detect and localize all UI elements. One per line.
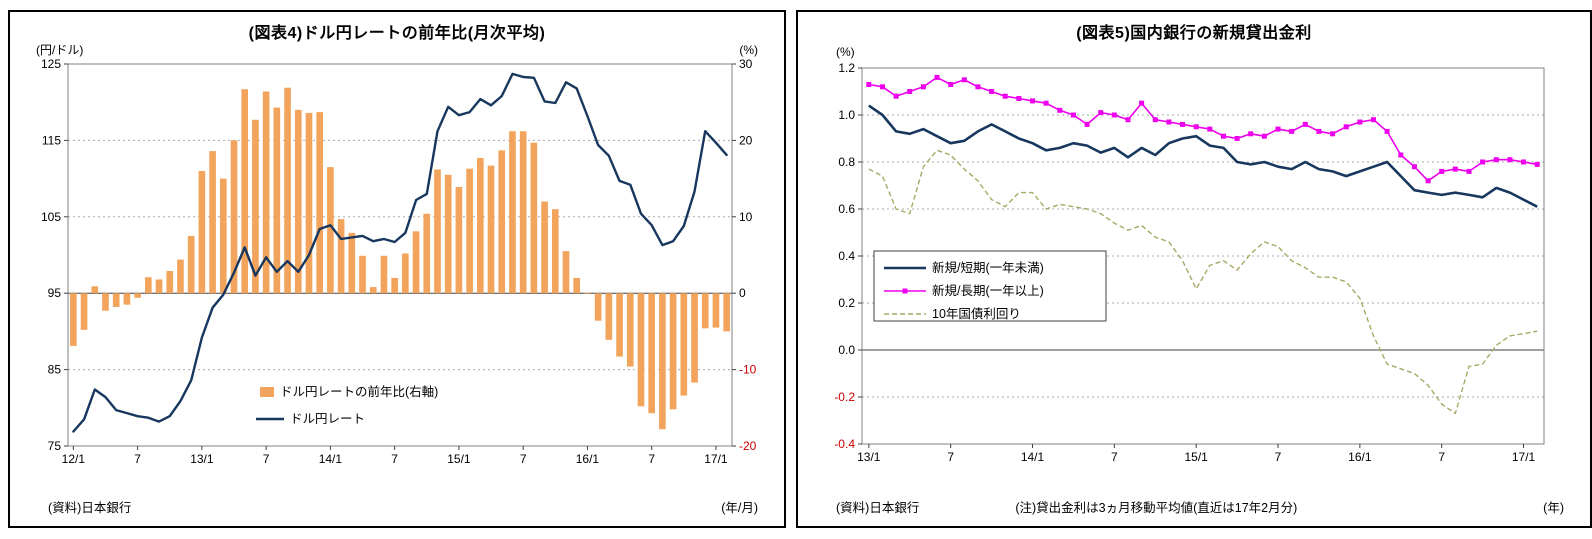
svg-text:0.4: 0.4 bbox=[838, 249, 855, 263]
svg-text:ドル円レート: ドル円レート bbox=[290, 412, 365, 426]
svg-text:20: 20 bbox=[739, 133, 753, 147]
svg-text:新規/短期(一年未満): 新規/短期(一年未満) bbox=[932, 260, 1044, 275]
page: (図表4)ドル円レートの前年比(月次平均) 125 115 105 95 85 75 30 2… bbox=[8, 10, 1592, 528]
fig5-x-axis-unit: (年) bbox=[1543, 501, 1564, 515]
svg-text:1.0: 1.0 bbox=[838, 108, 855, 122]
svg-text:14/1: 14/1 bbox=[1021, 450, 1045, 464]
svg-text:0.6: 0.6 bbox=[838, 202, 855, 216]
svg-text:7: 7 bbox=[134, 452, 141, 466]
svg-text:-0.2: -0.2 bbox=[834, 390, 855, 404]
svg-text:10: 10 bbox=[739, 210, 753, 224]
fig4-x-axis-unit: (年/月) bbox=[721, 501, 758, 515]
long-term-line bbox=[868, 76, 1538, 182]
svg-text:13/1: 13/1 bbox=[190, 452, 214, 466]
svg-text:(%): (%) bbox=[836, 45, 855, 59]
svg-text:0.8: 0.8 bbox=[838, 155, 855, 169]
svg-text:115: 115 bbox=[42, 133, 61, 147]
svg-text:7: 7 bbox=[1275, 450, 1282, 464]
svg-text:(%): (%) bbox=[739, 43, 758, 57]
svg-text:12/1: 12/1 bbox=[62, 452, 86, 466]
svg-text:-20: -20 bbox=[739, 439, 757, 453]
fig4-panel: (図表4)ドル円レートの前年比(月次平均) 125 115 105 95 85 75 30 2… bbox=[8, 10, 786, 528]
jgb-10y-line bbox=[868, 149, 1538, 415]
fig4-title: (図表4)ドル円レートの前年比(月次平均) bbox=[248, 25, 546, 42]
svg-text:14/1: 14/1 bbox=[319, 452, 343, 466]
svg-text:ドル円レートの前年比(右軸): ドル円レートの前年比(右軸) bbox=[280, 384, 438, 399]
svg-text:-10: -10 bbox=[739, 363, 757, 377]
svg-text:7: 7 bbox=[947, 450, 954, 464]
svg-text:75: 75 bbox=[48, 439, 62, 453]
fig4-legend: ドル円レートの前年比(右軸) ドル円レート bbox=[256, 384, 438, 426]
svg-text:95: 95 bbox=[48, 286, 62, 300]
fig5-panel: (図表5)国内銀行の新規貸出金利 1.2 1.0 0.8 0.6 0.4 0.2 0.0 -0… bbox=[796, 10, 1592, 528]
svg-text:105: 105 bbox=[41, 210, 61, 224]
fig4-source: (資料)日本銀行 bbox=[48, 501, 132, 515]
svg-text:13/1: 13/1 bbox=[857, 450, 881, 464]
svg-text:85: 85 bbox=[48, 363, 62, 377]
svg-text:0.0: 0.0 bbox=[838, 343, 855, 357]
usdjpy-rate-line bbox=[72, 72, 728, 433]
long-term-markers bbox=[866, 74, 1540, 184]
svg-text:17/1: 17/1 bbox=[1512, 450, 1536, 464]
svg-text:7: 7 bbox=[648, 452, 655, 466]
svg-text:7: 7 bbox=[263, 452, 270, 466]
fig4-footer: (資料)日本銀行 (年/月) bbox=[48, 497, 758, 516]
svg-text:新規/長期(一年以上): 新規/長期(一年以上) bbox=[932, 283, 1044, 298]
fig5-chart-svg: 1.2 1.0 0.8 0.6 0.4 0.2 0.0 -0.2 -0.413/1 7 14/1 7 1… bbox=[834, 45, 1545, 464]
fig5-note: (注)貸出金利は3ヵ月移動平均値(直近は17年2月分) bbox=[1015, 501, 1298, 515]
fig5-title: (図表5)国内銀行の新規貸出金利 bbox=[1076, 25, 1312, 42]
svg-text:15/1: 15/1 bbox=[1185, 450, 1209, 464]
svg-text:-0.4: -0.4 bbox=[834, 437, 855, 451]
svg-text:7: 7 bbox=[520, 452, 527, 466]
yoy-bars bbox=[70, 87, 730, 430]
svg-text:30: 30 bbox=[739, 57, 753, 71]
svg-text:0.2: 0.2 bbox=[838, 296, 855, 310]
svg-text:16/1: 16/1 bbox=[1348, 450, 1372, 464]
svg-text:1.2: 1.2 bbox=[838, 61, 855, 75]
svg-text:125: 125 bbox=[41, 57, 61, 71]
svg-text:7: 7 bbox=[1111, 450, 1118, 464]
svg-text:0: 0 bbox=[739, 286, 746, 300]
svg-text:7: 7 bbox=[391, 452, 398, 466]
svg-text:16/1: 16/1 bbox=[576, 452, 600, 466]
fig4-chart-svg: 125 115 105 95 85 75 30 20 10 0 -10 -20 12/1 7 13/1 7 14… bbox=[36, 43, 758, 466]
fig5-footer: (資料)日本銀行 (注)貸出金利は3ヵ月移動平均値(直近は17年2月分) (年) bbox=[836, 497, 1564, 516]
svg-text:7: 7 bbox=[1438, 450, 1445, 464]
fig5-legend: 新規/短期(一年未満) 新規/長期(一年以上) 10年国債利回り bbox=[873, 250, 1107, 322]
svg-text:15/1: 15/1 bbox=[447, 452, 471, 466]
svg-text:10年国債利回り: 10年国債利回り bbox=[932, 306, 1021, 321]
svg-text:(円/ドル): (円/ドル) bbox=[36, 43, 83, 57]
fig5-source: (資料)日本銀行 bbox=[836, 501, 920, 515]
short-term-line bbox=[868, 104, 1538, 208]
svg-text:17/1: 17/1 bbox=[704, 452, 728, 466]
